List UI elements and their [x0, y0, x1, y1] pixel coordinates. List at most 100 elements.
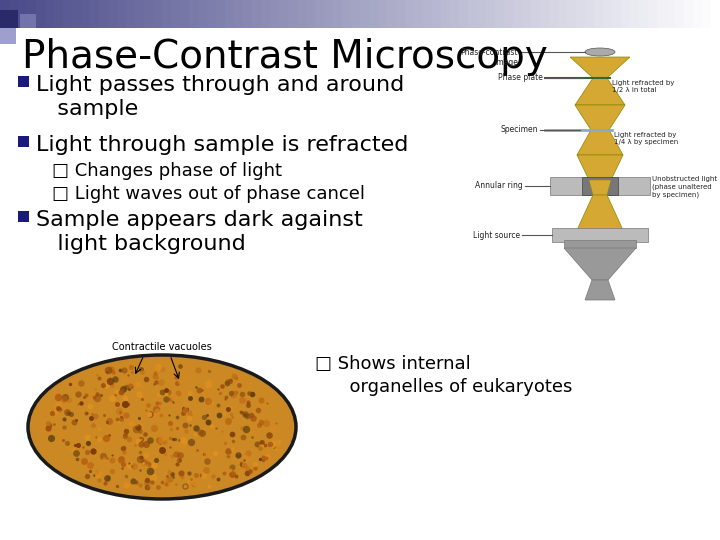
Bar: [423, 0, 433, 28]
Bar: [135, 0, 145, 28]
Text: Specimen: Specimen: [500, 125, 538, 134]
Bar: [396, 0, 406, 28]
Polygon shape: [577, 195, 623, 230]
Bar: [0, 0, 10, 28]
Bar: [576, 0, 586, 28]
Bar: [552, 228, 648, 242]
Bar: [486, 0, 496, 28]
Text: Unobstructed light
(phase unaltered
by specimen): Unobstructed light (phase unaltered by s…: [652, 177, 717, 198]
Bar: [342, 0, 352, 28]
Bar: [99, 0, 109, 28]
Bar: [459, 0, 469, 28]
Bar: [468, 0, 478, 28]
Bar: [117, 0, 127, 28]
Bar: [360, 0, 370, 28]
Bar: [306, 0, 316, 28]
Bar: [20, 14, 36, 28]
Text: Light refracted by
1/4 λ by specimen: Light refracted by 1/4 λ by specimen: [614, 132, 678, 145]
Bar: [180, 0, 190, 28]
Ellipse shape: [32, 359, 292, 495]
Bar: [198, 0, 208, 28]
Bar: [189, 0, 199, 28]
Bar: [18, 136, 29, 147]
Bar: [18, 211, 29, 222]
Bar: [162, 0, 172, 28]
Polygon shape: [564, 248, 636, 280]
Ellipse shape: [28, 355, 296, 499]
Bar: [144, 0, 154, 28]
Bar: [414, 0, 424, 28]
Bar: [513, 0, 523, 28]
Bar: [216, 0, 226, 28]
Text: Sample appears dark against: Sample appears dark against: [36, 210, 363, 230]
Bar: [27, 0, 37, 28]
Bar: [36, 0, 46, 28]
Bar: [450, 0, 460, 28]
Bar: [558, 0, 568, 28]
Text: Phase plate: Phase plate: [498, 73, 543, 83]
Bar: [54, 0, 64, 28]
Bar: [432, 0, 442, 28]
Ellipse shape: [585, 48, 615, 56]
Bar: [108, 0, 118, 28]
Bar: [567, 0, 577, 28]
Bar: [378, 0, 388, 28]
Text: Annular ring: Annular ring: [475, 181, 523, 191]
Bar: [675, 0, 685, 28]
Text: □ Light waves out of phase cancel: □ Light waves out of phase cancel: [52, 185, 365, 203]
Bar: [531, 0, 541, 28]
Bar: [594, 0, 604, 28]
Bar: [0, 10, 18, 28]
Bar: [522, 0, 532, 28]
Bar: [126, 0, 136, 28]
Bar: [90, 0, 100, 28]
Bar: [648, 0, 658, 28]
Bar: [621, 0, 631, 28]
Bar: [225, 0, 235, 28]
Bar: [315, 0, 325, 28]
Bar: [81, 0, 91, 28]
Bar: [504, 0, 514, 28]
Bar: [18, 0, 28, 28]
Bar: [351, 0, 361, 28]
Bar: [477, 0, 487, 28]
Bar: [279, 0, 289, 28]
Polygon shape: [589, 180, 611, 195]
Bar: [549, 0, 559, 28]
Bar: [270, 0, 280, 28]
Polygon shape: [575, 78, 625, 105]
Bar: [261, 0, 271, 28]
Bar: [603, 0, 613, 28]
Bar: [18, 76, 29, 87]
Bar: [234, 0, 244, 28]
Text: light background: light background: [36, 234, 246, 254]
Bar: [550, 177, 650, 195]
Text: Contractile vacuoles: Contractile vacuoles: [112, 342, 212, 352]
Bar: [369, 0, 379, 28]
Bar: [153, 0, 163, 28]
Text: sample: sample: [36, 99, 138, 119]
Bar: [639, 0, 649, 28]
Bar: [171, 0, 181, 28]
Bar: [585, 0, 595, 28]
Bar: [693, 0, 703, 28]
Text: Phase-contrast
image: Phase-contrast image: [461, 48, 518, 68]
Text: □ Shows internal: □ Shows internal: [315, 355, 471, 373]
Bar: [405, 0, 415, 28]
Text: Light passes through and around: Light passes through and around: [36, 75, 404, 95]
Bar: [333, 0, 343, 28]
Text: Light through sample is refracted: Light through sample is refracted: [36, 135, 408, 155]
Bar: [45, 0, 55, 28]
Text: □ Changes phase of light: □ Changes phase of light: [52, 162, 282, 180]
Bar: [666, 0, 676, 28]
Bar: [243, 0, 253, 28]
Bar: [252, 0, 262, 28]
Text: organelles of eukaryotes: organelles of eukaryotes: [315, 378, 572, 396]
Polygon shape: [577, 130, 623, 155]
Bar: [63, 0, 73, 28]
Bar: [207, 0, 217, 28]
Bar: [564, 240, 636, 248]
Text: Phase-Contrast Microscopy: Phase-Contrast Microscopy: [22, 38, 548, 76]
Text: Light refracted by
1/2 λ in total: Light refracted by 1/2 λ in total: [612, 80, 675, 93]
Bar: [324, 0, 334, 28]
